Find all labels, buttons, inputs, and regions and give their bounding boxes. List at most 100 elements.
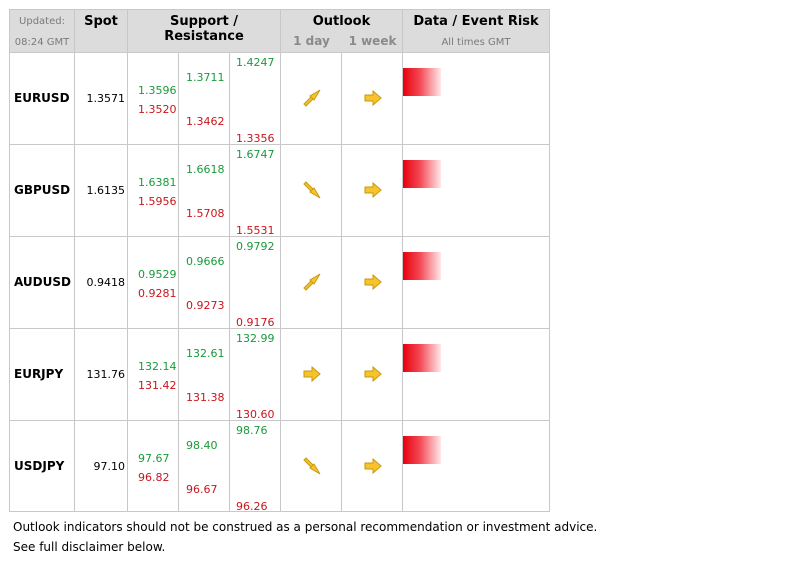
disclaimer-line-1: Outlook indicators should not be constru… [13, 520, 598, 534]
arrow-right-icon [363, 88, 383, 108]
level-s1: 0.9529 [138, 268, 177, 281]
arrow-down-right-icon [302, 180, 322, 200]
forex-table: Updated: 08:24 GMT Spot Support / Resist… [9, 9, 550, 513]
disclaimer-line-2: See full disclaimer below. [13, 540, 166, 554]
support-2-cell: 98.40 96.67 [179, 421, 230, 512]
table-row: EURJPY 131.76 132.14 131.42 132.61 131.38 132.… [10, 328, 549, 421]
header-outlook: Outlook 1 day 1 week [281, 10, 403, 52]
level-s1: 1.6381 [138, 176, 177, 189]
level-s1: 132.14 [138, 360, 177, 373]
event-risk-heading: Data / Event Risk [413, 14, 539, 29]
event-risk-bar [403, 344, 441, 372]
support-1-cell: 1.3596 1.3520 [128, 53, 179, 144]
pair-name: AUDUSD [14, 275, 71, 289]
level-s2: 1.5956 [138, 195, 177, 208]
event-risk-cell [403, 421, 549, 512]
spot-cell: 1.6135 [75, 145, 128, 236]
support-2-cell: 132.61 131.38 [179, 329, 230, 420]
table-row: GBPUSD 1.6135 1.6381 1.5956 1.6618 1.5708 1.67… [10, 144, 549, 237]
table-row: AUDUSD 0.9418 0.9529 0.9281 0.9666 0.9273 0.97… [10, 236, 549, 329]
level-r1: 1.4247 [236, 56, 275, 69]
event-risk-cell [403, 53, 549, 144]
outlook-1day-cell [281, 237, 342, 328]
outlook-1week-cell [342, 421, 403, 512]
level-m1: 0.9666 [186, 255, 225, 268]
arrow-right-icon [363, 456, 383, 476]
level-r2: 0.9176 [236, 316, 275, 329]
event-risk-cell [403, 329, 549, 420]
arrow-right-icon [302, 364, 322, 384]
support-2-cell: 0.9666 0.9273 [179, 237, 230, 328]
event-risk-cell [403, 145, 549, 236]
level-m1: 1.3711 [186, 71, 225, 84]
level-m2: 96.67 [186, 483, 218, 496]
outlook-1day-label: 1 day [293, 34, 330, 48]
arrow-down-right-icon [302, 456, 322, 476]
support-2-cell: 1.3711 1.3462 [179, 53, 230, 144]
arrow-right-icon [363, 364, 383, 384]
level-m1: 132.61 [186, 347, 225, 360]
level-r2: 1.3356 [236, 132, 275, 145]
arrow-right-icon [363, 272, 383, 292]
support-1-cell: 1.6381 1.5956 [128, 145, 179, 236]
level-m2: 1.5708 [186, 207, 225, 220]
pair-name: EURJPY [14, 367, 64, 381]
level-m2: 1.3462 [186, 115, 225, 128]
level-s1: 97.67 [138, 452, 170, 465]
spot-cell: 1.3571 [75, 53, 128, 144]
event-risk-bar [403, 252, 441, 280]
arrow-up-right-icon [302, 272, 322, 292]
header-updated: Updated: 08:24 GMT [10, 10, 75, 52]
header-spot: Spot [75, 10, 128, 52]
pair-name: USDJPY [14, 459, 65, 473]
header-support-resistance: Support / Resistance [128, 10, 281, 52]
level-s2: 131.42 [138, 379, 177, 392]
level-r2: 130.60 [236, 408, 275, 421]
header-event-risk: Data / Event Risk All times GMT [403, 10, 549, 52]
support-3-cell: 1.4247 1.3356 [230, 53, 281, 145]
outlook-1day-cell [281, 53, 342, 144]
outlook-1week-cell [342, 145, 403, 236]
spot-value: 0.9418 [86, 276, 126, 289]
event-risk-subtitle: All times GMT [441, 37, 511, 48]
outlook-1week-cell [342, 237, 403, 328]
table-row: USDJPY 97.10 97.67 96.82 98.40 96.67 98.76 96.2… [10, 420, 549, 513]
spot-cell: 131.76 [75, 329, 128, 420]
pair-cell: GBPUSD [10, 145, 75, 236]
level-s2: 96.82 [138, 471, 170, 484]
spot-value: 1.3571 [86, 92, 126, 105]
arrow-right-icon [363, 180, 383, 200]
level-s2: 1.3520 [138, 103, 177, 116]
outlook-1week-cell [342, 53, 403, 144]
outlook-1day-cell [281, 421, 342, 512]
outlook-1day-cell [281, 145, 342, 236]
event-risk-bar [403, 436, 441, 464]
pair-cell: EURJPY [10, 329, 75, 420]
pair-name: GBPUSD [14, 183, 71, 197]
level-m2: 0.9273 [186, 299, 225, 312]
event-risk-bar [403, 68, 441, 96]
level-m1: 98.40 [186, 439, 218, 452]
level-s1: 1.3596 [138, 84, 177, 97]
spot-cell: 97.10 [75, 421, 128, 512]
level-r1: 98.76 [236, 424, 268, 437]
level-r1: 132.99 [236, 332, 275, 345]
pair-cell: USDJPY [10, 421, 75, 512]
outlook-1week-label: 1 week [348, 34, 397, 48]
updated-time: 08:24 GMT [14, 37, 70, 48]
pair-cell: AUDUSD [10, 237, 75, 328]
level-r1: 0.9792 [236, 240, 275, 253]
level-m1: 1.6618 [186, 163, 225, 176]
level-r2: 1.5531 [236, 224, 275, 237]
arrow-up-right-icon [302, 88, 322, 108]
support-2-cell: 1.6618 1.5708 [179, 145, 230, 236]
level-r2: 96.26 [236, 500, 268, 513]
event-risk-bar [403, 160, 441, 188]
support-3-cell: 1.6747 1.5531 [230, 145, 281, 237]
level-m2: 131.38 [186, 391, 225, 404]
table-row: EURUSD 1.3571 1.3596 1.3520 1.3711 1.3462 1.42… [10, 52, 549, 145]
spot-cell: 0.9418 [75, 237, 128, 328]
support-3-cell: 98.76 96.26 [230, 421, 281, 513]
support-3-cell: 132.99 130.60 [230, 329, 281, 421]
spot-value: 131.76 [86, 368, 126, 381]
